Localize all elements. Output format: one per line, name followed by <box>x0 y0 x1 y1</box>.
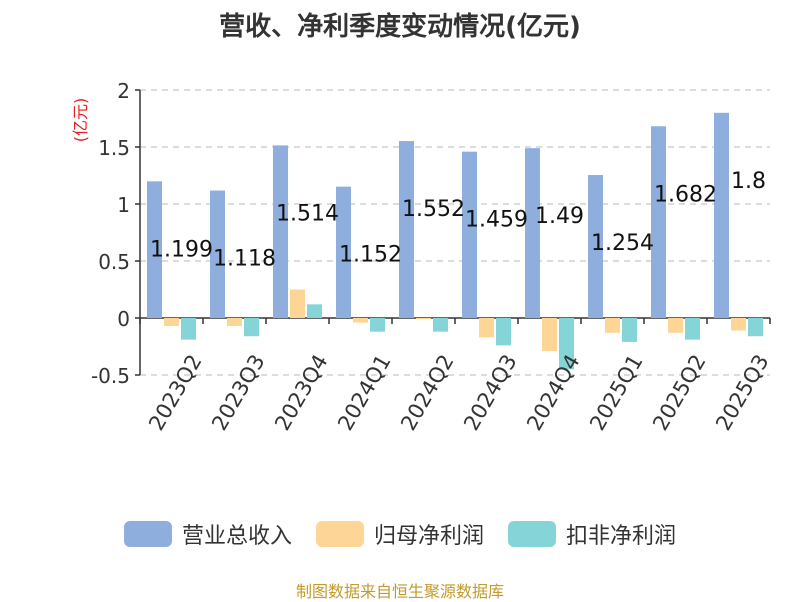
bar <box>525 148 540 318</box>
bar <box>542 318 557 352</box>
legend-swatch-net-profit <box>315 521 364 547</box>
x-tick-label: 2024Q4 <box>522 350 584 434</box>
bar <box>399 141 414 318</box>
bar <box>462 151 477 318</box>
x-tick-label: 2023Q4 <box>270 350 332 434</box>
bar <box>685 318 700 340</box>
data-label: 1.8 <box>731 169 766 194</box>
bars <box>147 112 763 370</box>
data-label: 1.552 <box>402 197 465 222</box>
bar <box>353 318 368 323</box>
bar <box>668 318 683 333</box>
bar <box>164 318 179 326</box>
y-tick-label: 1.5 <box>98 136 130 160</box>
bar <box>244 318 259 337</box>
x-tick-label: 2025Q2 <box>648 350 710 434</box>
bar <box>479 318 494 338</box>
bar <box>273 145 288 318</box>
y-tick-label: -0.5 <box>91 364 130 388</box>
legend-swatch-revenue <box>123 521 172 547</box>
legend-item-revenue[interactable]: 营业总收入 <box>123 518 292 550</box>
bar <box>210 190 225 318</box>
bar <box>370 318 385 332</box>
bar <box>496 318 511 346</box>
x-tick-label: 2024Q1 <box>333 350 395 434</box>
bar <box>433 318 448 332</box>
y-tick-label: 2 <box>117 79 130 103</box>
data-label: 1.199 <box>150 237 213 262</box>
y-tick-label: 0.5 <box>98 250 130 274</box>
bar <box>416 318 431 320</box>
bar <box>290 289 305 318</box>
bar <box>559 318 574 370</box>
bar <box>605 318 620 333</box>
data-label: 1.459 <box>465 208 528 233</box>
x-tick-label: 2025Q1 <box>585 350 647 434</box>
legend-label-revenue: 营业总收入 <box>181 524 292 549</box>
bar <box>147 181 162 318</box>
bar <box>181 318 196 340</box>
bar <box>748 318 763 337</box>
x-tick-label: 2024Q3 <box>459 350 521 434</box>
bar <box>622 318 637 342</box>
data-label: 1.118 <box>213 247 276 272</box>
bar <box>651 126 666 318</box>
data-label: 1.152 <box>339 243 402 268</box>
x-tick-label: 2023Q3 <box>207 350 269 434</box>
y-tick-label: 0 <box>117 307 130 331</box>
x-tick-label: 2023Q2 <box>144 350 206 434</box>
legend-item-deducted-net-profit[interactable]: 扣非净利润 <box>508 518 676 550</box>
x-tick-label: 2024Q2 <box>396 350 458 434</box>
data-label: 1.682 <box>654 182 717 207</box>
bar <box>307 304 322 318</box>
legend-swatch-deducted-net-profit <box>508 521 556 547</box>
x-tick-label: 2025Q3 <box>711 350 773 434</box>
legend-item-net-profit[interactable]: 归母净利润 <box>315 518 484 550</box>
bar <box>227 318 242 326</box>
bar <box>714 112 729 318</box>
chart-title: 营收、净利季度变动情况(亿元) <box>219 12 581 42</box>
y-axis-unit-label: (亿元) <box>71 98 90 143</box>
data-label: 1.49 <box>535 204 584 229</box>
data-label: 1.514 <box>276 201 339 226</box>
y-tick-label: 1 <box>117 193 130 217</box>
legend-label-deducted-net-profit: 扣非净利润 <box>566 524 677 549</box>
bar <box>588 175 603 318</box>
source-note: 制图数据来自恒生聚源数据库 <box>295 582 504 601</box>
data-label: 1.254 <box>591 231 654 256</box>
bar <box>731 318 746 331</box>
bar <box>336 186 351 318</box>
y-axis-unit-text: (亿元) <box>71 98 90 143</box>
legend: 营业总收入 归母净利润 扣非净利润 <box>0 518 800 550</box>
legend-label-net-profit: 归母净利润 <box>373 524 484 549</box>
gridlines <box>140 89 770 376</box>
